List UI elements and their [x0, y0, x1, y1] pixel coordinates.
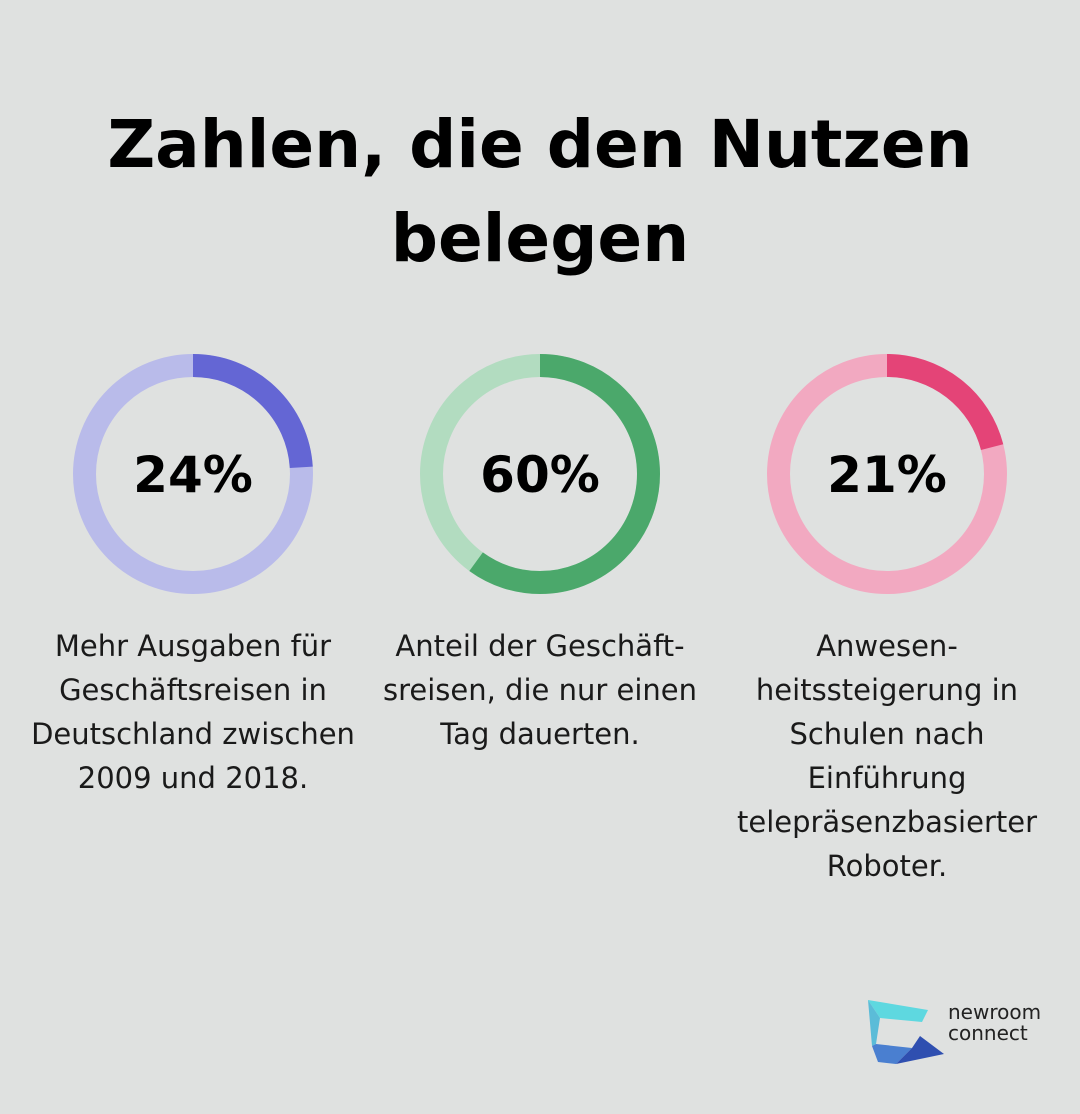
- donut-stat-3: 21% Anwesen­heitssteigerung in Schulen n…: [722, 352, 1052, 888]
- page-title: Zahlen, die den Nutzen belegen: [107, 106, 973, 277]
- stat-description: Anwesen­heitssteigerung in Schulen nach …: [736, 629, 1037, 883]
- donut-stat-2: 60% Anteil der Geschäft­sreisen, die nur…: [375, 352, 705, 756]
- donut-value-label: 21%: [827, 446, 947, 504]
- donut-value-label: 60%: [480, 446, 600, 504]
- donut-chart: 24%: [73, 354, 313, 594]
- donut-chart: 60%: [420, 354, 660, 594]
- logo-text-line2: connect: [948, 1021, 1028, 1045]
- donut-value-arc: [420, 354, 660, 594]
- donut-chart: 21%: [767, 354, 1007, 594]
- donut-value-arc: [73, 354, 313, 594]
- newroom-connect-logo: newroom connect: [866, 996, 1046, 1072]
- donut-stat-1: 24% Mehr Ausgaben für Geschäftsreisen in…: [28, 352, 358, 800]
- donut-value-arc: [767, 354, 1007, 594]
- donut-value-label: 24%: [133, 446, 253, 504]
- stat-description: Mehr Ausgaben für Geschäftsreisen in Deu…: [31, 629, 355, 795]
- stat-description: Anteil der Geschäft­sreisen, die nur ein…: [383, 629, 697, 751]
- logo-text-line1: newroom: [948, 1000, 1042, 1024]
